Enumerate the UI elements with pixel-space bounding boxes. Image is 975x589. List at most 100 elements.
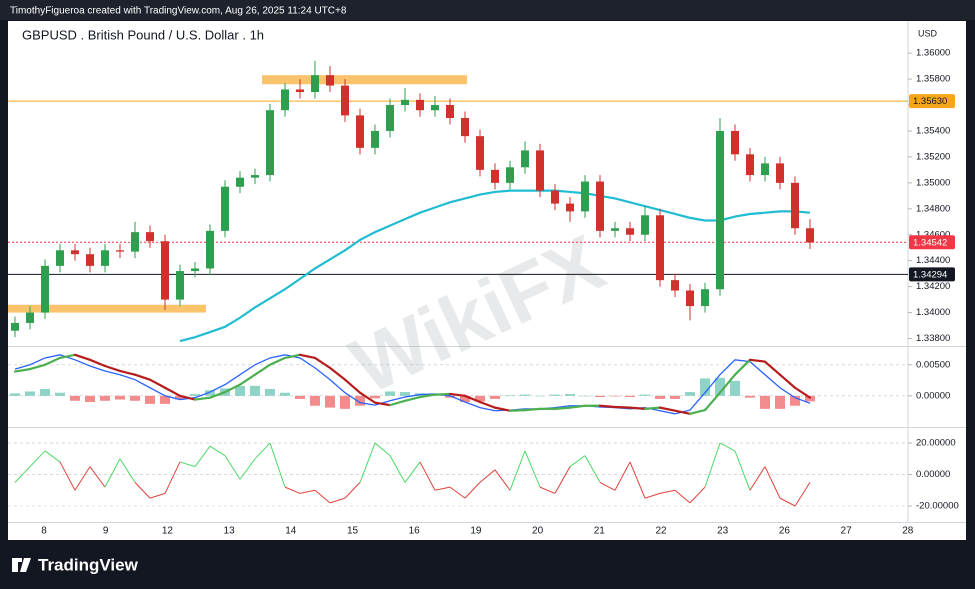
candle-body xyxy=(221,186,229,231)
signal-segment xyxy=(328,366,347,381)
candle-body xyxy=(56,250,64,266)
histogram-bar xyxy=(460,395,470,403)
signal-segment xyxy=(58,353,77,360)
histogram-bar xyxy=(505,395,515,396)
y-tick-label: 0.00000 xyxy=(916,390,950,401)
histogram-bar xyxy=(580,395,590,397)
y-tick-label: 1.33800 xyxy=(916,333,950,344)
oscillator-segment xyxy=(794,482,811,507)
oscillator-segment xyxy=(179,461,196,468)
oscillator-segment xyxy=(644,492,661,499)
y-tick-label: 1.35800 xyxy=(916,74,950,85)
signal-segment xyxy=(643,406,662,410)
oscillator-segment xyxy=(404,461,421,483)
histogram-bar xyxy=(655,395,665,399)
candle-body xyxy=(596,181,604,231)
candle-body xyxy=(71,250,79,255)
candle-body xyxy=(521,150,529,168)
histogram-bar xyxy=(310,395,320,406)
histogram-bar xyxy=(85,395,95,403)
histogram-bar xyxy=(595,395,605,398)
x-tick-label: 15 xyxy=(347,526,359,537)
oscillator-segment xyxy=(74,466,91,491)
y-tick-label: 1.36000 xyxy=(916,48,950,59)
candle-body xyxy=(701,289,709,307)
signal-segment xyxy=(793,386,812,399)
chart-title: GBPUSD . British Pound / U.S. Dollar . 1… xyxy=(22,27,264,42)
oscillator-segment xyxy=(704,442,721,488)
candle-body xyxy=(446,105,454,118)
oscillator-segment xyxy=(104,458,121,488)
histogram-bar xyxy=(10,393,20,396)
histogram-bar xyxy=(730,380,740,396)
histogram-bar xyxy=(325,395,335,408)
signal-segment xyxy=(88,358,107,368)
oscillator-segment xyxy=(284,486,301,494)
signal-segment xyxy=(223,383,242,394)
candle-body xyxy=(416,99,424,111)
histogram-bar xyxy=(280,392,290,396)
y-tick-label: 1.35000 xyxy=(916,177,950,188)
signal-segment xyxy=(733,358,752,376)
histogram-bar xyxy=(520,394,530,396)
signal-segment xyxy=(493,406,512,412)
oscillator-segment xyxy=(584,455,601,483)
oscillator-segment xyxy=(494,469,511,491)
oscillator-segment xyxy=(524,450,541,488)
candle-body xyxy=(356,115,364,148)
oscillator-segment xyxy=(554,466,571,494)
oscillator-segment xyxy=(434,486,451,491)
candle-body xyxy=(791,182,799,229)
signal-segment xyxy=(418,393,437,399)
oscillator-segment xyxy=(119,458,136,483)
moving-average xyxy=(179,189,811,343)
candle-body xyxy=(386,105,394,131)
oscillator-segment xyxy=(344,482,361,499)
oscillator-segment xyxy=(464,482,481,499)
y-tick-label: 1.35400 xyxy=(916,125,950,136)
oscillator-segment xyxy=(44,450,61,463)
candle-body xyxy=(341,85,349,116)
oscillator-segment xyxy=(509,450,526,491)
x-tick-label: 8 xyxy=(41,526,47,537)
signal-segment xyxy=(403,395,422,402)
oscillator-segment xyxy=(734,450,751,491)
x-tick-label: 19 xyxy=(470,526,482,537)
x-tick-label: 12 xyxy=(162,526,174,537)
signal-segment xyxy=(163,386,182,397)
histogram-bar xyxy=(640,394,650,396)
candle-body xyxy=(461,117,469,137)
candle-body xyxy=(581,181,589,212)
signal-segment xyxy=(598,404,617,409)
oscillator-segment xyxy=(749,466,766,491)
signal-segment xyxy=(478,400,497,409)
oscillator-segment xyxy=(479,469,496,483)
candle-body xyxy=(626,228,634,235)
oscillator-segment xyxy=(239,458,256,480)
price-label: 1.35630 xyxy=(913,96,947,107)
oscillator-segment xyxy=(254,442,271,460)
candle-body xyxy=(371,130,379,148)
y-tick-label: 1.35200 xyxy=(916,151,950,162)
signal-segment xyxy=(238,373,257,386)
signal-segment xyxy=(763,360,782,376)
candle-body xyxy=(176,271,184,300)
oscillator-segment xyxy=(389,455,406,483)
candle-body xyxy=(296,89,304,93)
x-tick-label: 21 xyxy=(594,526,606,537)
oscillator-segment xyxy=(764,466,781,499)
signal-segment xyxy=(28,363,47,371)
histogram-bar xyxy=(535,395,545,397)
signal-segment xyxy=(13,368,32,373)
histogram-bar xyxy=(790,395,800,406)
signal-segment xyxy=(388,399,407,407)
candle-body xyxy=(116,250,124,252)
oscillator-segment xyxy=(299,489,316,494)
histogram-bar xyxy=(760,395,770,409)
oscillator-segment xyxy=(374,442,391,457)
plot-layer: 1.33800 1.34000 1.34200 1.34400 1.34600 1.348… xyxy=(8,48,959,537)
histogram-bar xyxy=(370,395,380,399)
x-tick-label: 13 xyxy=(224,526,236,537)
macd-line xyxy=(14,354,811,415)
